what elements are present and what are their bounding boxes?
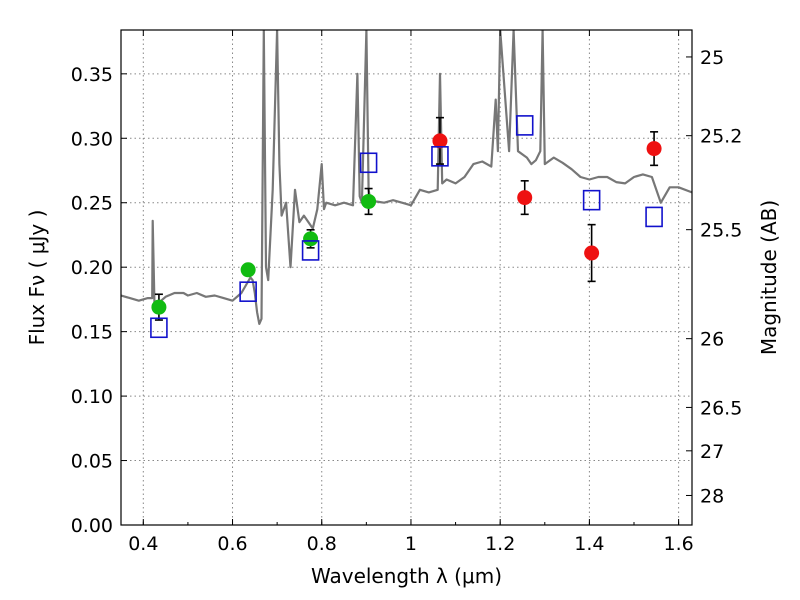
y-tick-label: 0.35 bbox=[71, 64, 113, 86]
red-data-point bbox=[432, 133, 448, 149]
mag-tick-label: 25.2 bbox=[700, 126, 742, 148]
model-square bbox=[359, 152, 378, 174]
y-tick-label: 0.05 bbox=[71, 451, 113, 473]
model-square bbox=[582, 189, 601, 211]
errorbars bbox=[154, 116, 659, 321]
y2-axis-label: Magnitude (AB) bbox=[757, 200, 781, 355]
x-axis-label: Wavelength λ (μm) bbox=[311, 564, 502, 588]
mag-tick-label: 28 bbox=[700, 485, 724, 507]
model-square bbox=[515, 115, 534, 136]
data-markers bbox=[150, 115, 663, 339]
y-tick-label: 0.25 bbox=[71, 193, 113, 215]
x-tick-label: 1 bbox=[405, 533, 417, 555]
x-tick-label: 0.6 bbox=[217, 533, 247, 555]
x-tick-label: 0.8 bbox=[307, 533, 337, 555]
model-square bbox=[239, 281, 257, 302]
spectrum-series bbox=[121, 30, 692, 325]
x-tick-label: 1.4 bbox=[574, 533, 604, 555]
x-tick-label: 1.2 bbox=[485, 533, 515, 555]
mag-tick-label: 25.5 bbox=[700, 220, 742, 242]
model-square bbox=[301, 240, 320, 261]
spectrum-line bbox=[121, 30, 692, 325]
mag-tick-label: 26 bbox=[700, 329, 724, 351]
model-square bbox=[645, 206, 663, 228]
green-data-point bbox=[361, 193, 377, 209]
green-data-point bbox=[303, 231, 319, 247]
grid bbox=[121, 30, 692, 526]
tick-labels: 0.4 0.6 0.8 1 1.2 1.4 1.6 0.00 0.05 0.10 0.15 0.20 0… bbox=[71, 47, 743, 555]
mag-tick-label: 26.5 bbox=[700, 397, 742, 419]
model-square bbox=[431, 146, 449, 167]
mag-tick-label: 25 bbox=[700, 47, 724, 69]
red-data-point bbox=[517, 190, 533, 206]
y-tick-label: 0.10 bbox=[71, 386, 113, 408]
green-data-point bbox=[240, 262, 256, 278]
y-tick-label: 0.00 bbox=[71, 515, 113, 537]
x-tick-label: 1.6 bbox=[664, 533, 694, 555]
red-data-point bbox=[646, 141, 662, 157]
plot-frame bbox=[120, 29, 693, 526]
x-tick-label: 0.4 bbox=[128, 533, 158, 555]
green-data-point bbox=[151, 299, 167, 315]
red-data-point bbox=[584, 245, 600, 261]
y-axis-label: Flux Fν ( μJy ) bbox=[25, 210, 49, 346]
model-square bbox=[150, 317, 168, 339]
y-tick-label: 0.15 bbox=[71, 322, 113, 344]
y-tick-label: 0.20 bbox=[71, 257, 113, 279]
y-tick-label: 0.30 bbox=[71, 128, 113, 150]
mag-tick-label: 27 bbox=[700, 441, 724, 463]
axis-ticks bbox=[121, 30, 692, 526]
